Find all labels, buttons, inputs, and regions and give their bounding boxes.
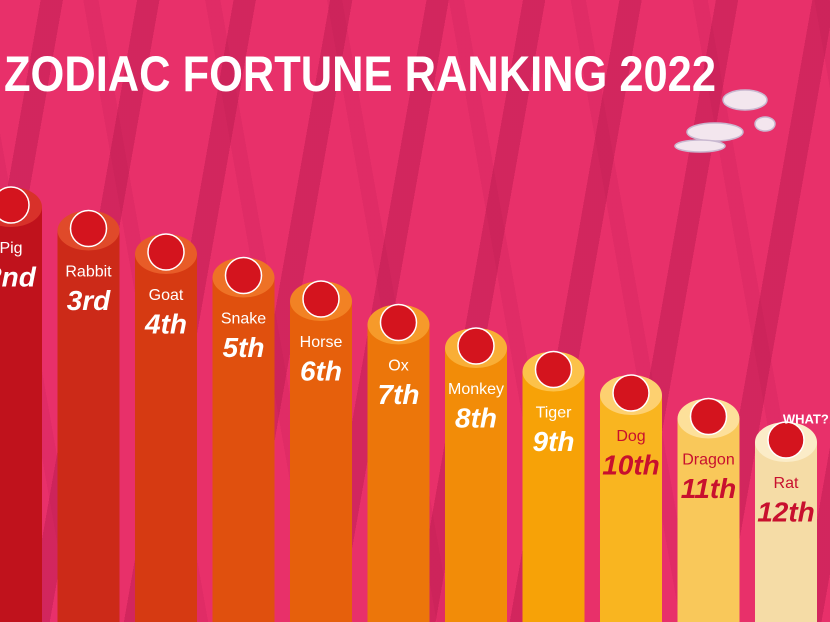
column bbox=[677, 418, 740, 622]
animal-name: Horse bbox=[300, 334, 343, 351]
rank-label: 10th bbox=[602, 449, 660, 480]
animal-name: Dog bbox=[616, 428, 645, 445]
column bbox=[367, 324, 430, 622]
animal-name: Snake bbox=[221, 311, 266, 328]
animal-emblem bbox=[534, 350, 573, 389]
column bbox=[212, 277, 275, 622]
rank-label: 4th bbox=[144, 308, 187, 339]
animal-name: Rabbit bbox=[65, 264, 112, 281]
annotation: WHAT?! bbox=[783, 411, 830, 426]
title: ZODIAC FORTUNE RANKING 2022 bbox=[4, 46, 716, 102]
animal-emblem bbox=[0, 186, 30, 224]
animal-emblem bbox=[224, 256, 263, 295]
animal-emblem bbox=[457, 327, 495, 365]
rank-label: 9th bbox=[533, 426, 575, 457]
column bbox=[290, 301, 352, 622]
animal-name: Monkey bbox=[448, 381, 504, 398]
rank-label: 5th bbox=[223, 332, 265, 363]
animal-name: Rat bbox=[774, 475, 799, 492]
column bbox=[755, 442, 817, 622]
animal-name: Tiger bbox=[536, 405, 573, 422]
clouds bbox=[674, 89, 776, 153]
animal-emblem bbox=[302, 280, 340, 318]
animal-emblem bbox=[69, 209, 108, 248]
rank-label: 11th bbox=[681, 473, 737, 504]
rank-label: 7th bbox=[378, 379, 420, 410]
animal-emblem bbox=[147, 233, 185, 271]
animal-emblem bbox=[767, 421, 805, 459]
animal-name: Goat bbox=[149, 287, 184, 304]
rank-label: 6th bbox=[300, 355, 342, 386]
rank-label: 3rd bbox=[67, 285, 111, 316]
column bbox=[0, 207, 42, 622]
animal-emblem bbox=[379, 303, 418, 342]
rank-label: 8th bbox=[455, 402, 497, 433]
animal-name: Pig bbox=[0, 240, 23, 257]
animal-emblem bbox=[612, 374, 650, 412]
animal-name: Dragon bbox=[682, 452, 734, 469]
column bbox=[600, 395, 662, 622]
column bbox=[445, 348, 507, 622]
animal-emblem bbox=[689, 397, 728, 436]
rank-label: 2nd bbox=[0, 261, 37, 292]
rank-label: 12th bbox=[757, 496, 815, 527]
column bbox=[57, 230, 120, 622]
animal-name: Ox bbox=[388, 358, 408, 375]
column bbox=[522, 371, 585, 622]
column bbox=[135, 254, 197, 622]
